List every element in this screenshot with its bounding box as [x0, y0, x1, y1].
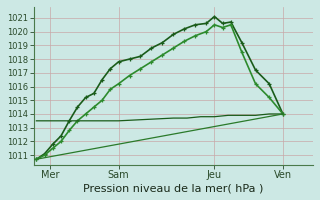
X-axis label: Pression niveau de la mer( hPa ): Pression niveau de la mer( hPa )	[83, 183, 264, 193]
